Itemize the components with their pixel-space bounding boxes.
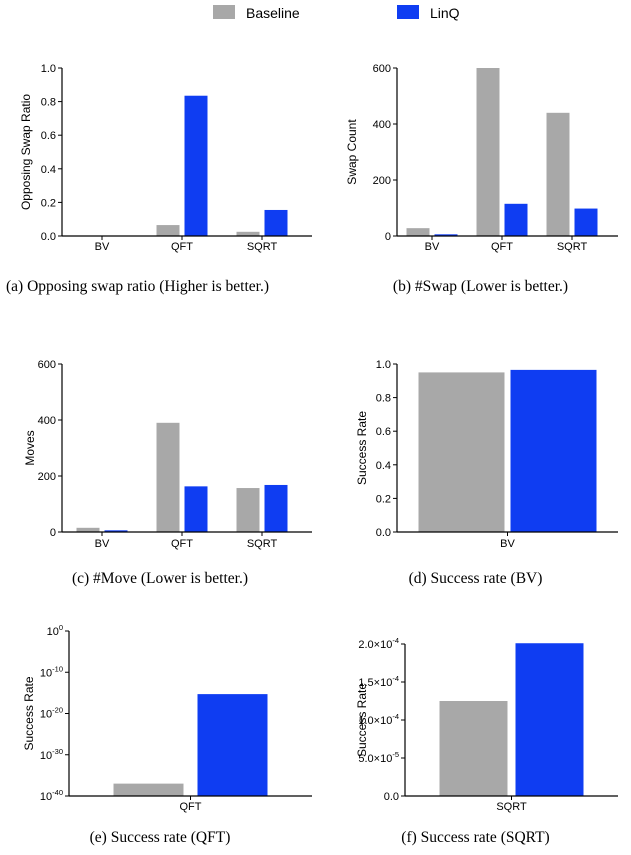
xtick-label-f-sqrt: SQRT (496, 801, 527, 813)
legend-swatch-baseline (213, 5, 235, 19)
xtick-label-e-qft: QFT (180, 801, 202, 813)
xtick-label-b-sqrt: SQRT (557, 241, 588, 253)
bar-b-baseline-sqrt (546, 112, 570, 236)
bar-a-linq-sqrt (264, 209, 288, 236)
ytick-label-c-3: 600 (38, 359, 56, 371)
ytick-label-f-0: 0.0 (384, 791, 399, 803)
ytick-label-a-2: 0.4 (41, 164, 56, 176)
chart-f: SQRT 0.0 5.0×10-5 1.0×10-4 1.5×10-4 2.0×10-4 S… (355, 636, 618, 813)
caption-a: (a) Opposing swap ratio (Higher is bette… (6, 278, 270, 295)
ytick-label-a-5: 1.0 (41, 63, 56, 75)
ylabel-d: Success Rate (355, 411, 369, 485)
xtick-label-a-sqrt: SQRT (247, 241, 278, 253)
bar-e-linq-qft (197, 694, 268, 796)
chart-a: BV QFT SQRT 0.0 0.2 0.4 0.6 0.8 1.0 Opposing Swap… (19, 63, 312, 253)
ytick-label-f-3: 1.5×10-4 (358, 674, 399, 689)
ytick-label-b-3: 600 (373, 63, 391, 75)
xtick-label-c-bv: BV (95, 538, 110, 550)
legend-label-linq: LinQ (430, 5, 460, 21)
bar-d-baseline-bv (418, 372, 505, 532)
ylabel-c: Moves (23, 430, 37, 465)
caption-c: (c) #Move (Lower is better.) (71, 570, 249, 587)
ytick-label-e-2: 10-20 (40, 706, 63, 721)
bar-b-linq-bv (434, 234, 458, 236)
bar-f-linq-sqrt (515, 643, 584, 796)
ytick-label-d-5: 1.0 (376, 359, 391, 371)
ytick-label-a-4: 0.8 (41, 97, 56, 109)
bar-e-baseline-qft (113, 783, 184, 796)
xtick-label-c-qft: QFT (171, 538, 193, 550)
bar-c-linq-bv (104, 530, 128, 532)
caption-f: (f) Success rate (SQRT) (401, 829, 550, 846)
ylabel-a: Opposing Swap Ratio (19, 94, 33, 210)
ytick-label-f-4: 2.0×10-4 (358, 636, 399, 651)
bar-f-baseline-sqrt (439, 701, 508, 796)
ytick-label-f-1: 5.0×10-5 (358, 750, 399, 765)
chart-b: BV QFT SQRT 0 200 400 600 Swap Count (345, 63, 618, 253)
ytick-label-a-3: 0.6 (41, 130, 56, 142)
caption-d: (d) Success rate (BV) (408, 570, 543, 587)
ytick-label-e-3: 10-30 (40, 747, 63, 762)
chart-e: QFT 100 10-10 10-20 10-30 10-40 Success Rate (22, 623, 312, 813)
bar-a-baseline-qft (156, 225, 180, 236)
bar-b-baseline-qft (476, 68, 500, 236)
bar-c-baseline-bv (76, 527, 100, 532)
chart-d: BV 0.0 0.2 0.4 0.6 0.8 1.0 Success Rate (355, 359, 618, 550)
bar-b-linq-sqrt (574, 208, 598, 236)
bar-d-linq-bv (510, 369, 597, 532)
ytick-label-e-0: 100 (47, 623, 63, 638)
legend-swatch-linq (397, 5, 419, 19)
xtick-label-b-bv: BV (425, 241, 440, 253)
ytick-label-b-0: 0 (385, 231, 391, 243)
ytick-label-d-0: 0.0 (376, 527, 391, 539)
ytick-label-e-1: 10-10 (40, 664, 63, 679)
ytick-label-c-1: 200 (38, 471, 56, 483)
legend-label-baseline: Baseline (246, 5, 300, 21)
bar-c-baseline-sqrt (236, 488, 260, 532)
xtick-label-d-bv: BV (500, 538, 515, 550)
bar-a-linq-qft (184, 95, 208, 236)
bar-b-linq-qft (504, 203, 528, 236)
ytick-label-a-0: 0.0 (41, 231, 56, 243)
ylabel-f: Success Rate (355, 683, 369, 757)
xtick-label-c-sqrt: SQRT (247, 538, 278, 550)
ytick-label-d-4: 0.8 (376, 393, 391, 405)
ytick-label-a-1: 0.2 (41, 197, 56, 209)
ytick-label-b-2: 400 (373, 119, 391, 131)
ylabel-e: Success Rate (22, 676, 36, 750)
bar-c-linq-qft (184, 486, 208, 532)
xtick-label-a-bv: BV (95, 241, 110, 253)
ylabel-b: Swap Count (345, 119, 359, 185)
bar-c-baseline-qft (156, 422, 180, 532)
bar-b-baseline-bv (406, 228, 430, 236)
ytick-label-e-4: 10-40 (40, 788, 63, 803)
xtick-label-b-qft: QFT (491, 241, 513, 253)
caption-e: (e) Success rate (QFT) (89, 829, 231, 846)
ytick-label-c-0: 0 (50, 527, 56, 539)
bar-c-linq-sqrt (264, 484, 288, 532)
bar-a-baseline-sqrt (236, 231, 260, 236)
ytick-label-d-1: 0.2 (376, 493, 391, 505)
xtick-label-a-qft: QFT (171, 241, 193, 253)
ytick-label-f-2: 1.0×10-4 (358, 712, 399, 727)
ytick-label-d-3: 0.6 (376, 426, 391, 438)
chart-c: BV QFT SQRT 0 200 400 600 Moves (23, 359, 312, 550)
ytick-label-b-1: 200 (373, 175, 391, 187)
ytick-label-c-2: 400 (38, 415, 56, 427)
caption-b: (b) #Swap (Lower is better.) (392, 278, 569, 295)
ytick-label-d-2: 0.4 (376, 460, 391, 472)
